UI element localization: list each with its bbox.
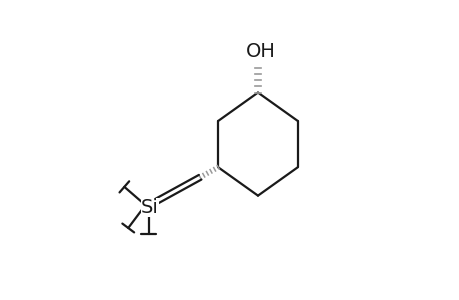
Text: Si: Si (141, 198, 159, 217)
Text: OH: OH (246, 42, 275, 61)
